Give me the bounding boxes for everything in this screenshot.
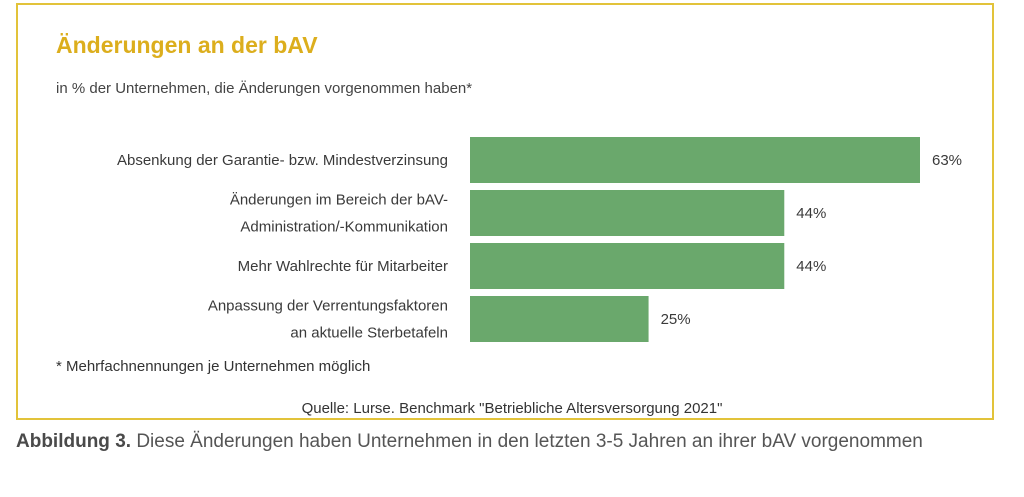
caption-text: Diese Änderungen haben Unternehmen in de…	[131, 431, 923, 452]
value-label-1: 44%	[796, 205, 826, 222]
bar-3	[470, 296, 649, 342]
value-label-2: 44%	[796, 258, 826, 275]
chart-subtitle: in % der Unternehmen, die Änderungen vor…	[56, 80, 473, 97]
bar-chart: 63% Absenkung der Garantie- bzw. Mindestv…	[40, 132, 990, 347]
category-label-3-0: Anpassung der Verrentungsfaktoren	[208, 298, 448, 315]
category-label-2-0: Mehr Wahlrechte für Mitarbeiter	[238, 258, 448, 275]
source-note: Quelle: Lurse. Benchmark "Betriebliche A…	[301, 400, 723, 417]
caption-label: Abbildung 3.	[16, 431, 132, 452]
figure-caption: Abbildung 3. Diese Änderungen haben Unte…	[16, 428, 1006, 456]
value-label-0: 63%	[932, 152, 962, 169]
bar-2	[470, 243, 785, 289]
bar-chart-svg: 63% Absenkung der Garantie- bzw. Mindestv…	[117, 137, 962, 342]
category-label-0-0: Absenkung der Garantie- bzw. Mindestverz…	[117, 152, 448, 169]
category-label-1-0: Änderungen im Bereich der bAV-	[230, 192, 448, 209]
chart-title: Änderungen an der bAV	[56, 32, 318, 58]
bar-1	[470, 190, 785, 236]
value-label-3: 25%	[661, 311, 691, 328]
bar-0	[470, 137, 920, 183]
footnote: * Mehrfachnennungen je Unternehmen mögli…	[56, 358, 371, 375]
category-label-1-1: Administration/-Kommunikation	[240, 219, 448, 236]
category-label-3-1: an aktuelle Sterbetafeln	[290, 325, 448, 342]
